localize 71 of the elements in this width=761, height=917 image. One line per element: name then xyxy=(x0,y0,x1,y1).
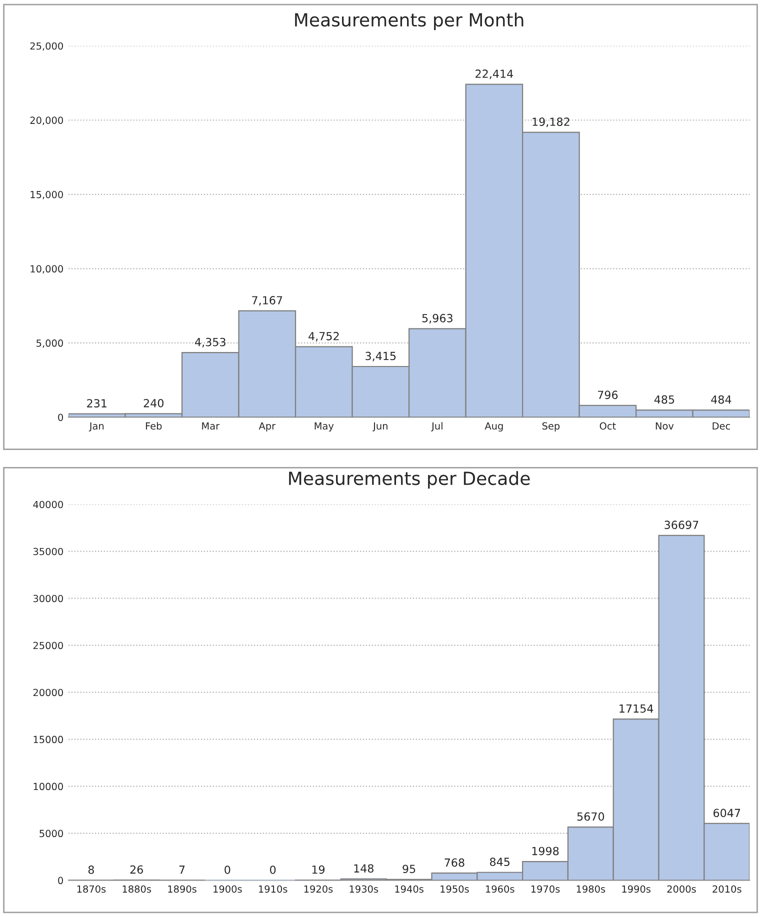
data-label: 0 xyxy=(270,866,276,874)
data-label: 5,963 xyxy=(422,314,452,324)
x-tick-label: 2000s xyxy=(667,885,696,893)
x-tick-label: Apr xyxy=(258,422,276,432)
x-tick-label: 1870s xyxy=(77,885,106,893)
data-label: 4,353 xyxy=(195,338,226,348)
data-label: 485 xyxy=(654,395,674,404)
x-tick-label: 1890s xyxy=(168,885,196,893)
y-tick-label: 0 xyxy=(58,414,63,422)
data-label: 1998 xyxy=(532,846,559,856)
x-tick-label: 1980s xyxy=(576,885,606,893)
data-label: 768 xyxy=(444,858,464,867)
data-label: 7,167 xyxy=(252,296,282,306)
y-tick-label: 25000 xyxy=(33,642,63,650)
y-tick-label: 20,000 xyxy=(30,116,63,125)
x-tick-label: Mar xyxy=(202,422,220,430)
x-tick-label: Jan xyxy=(88,422,104,432)
y-tick-label: 15000 xyxy=(34,736,63,744)
data-label: 0 xyxy=(224,866,230,874)
x-tick-label: Jul xyxy=(431,422,442,432)
x-tick-label: 1970s xyxy=(531,885,560,893)
x-tick-label: Sep xyxy=(542,422,560,432)
x-tick-label: 1990s xyxy=(622,885,650,893)
data-label: 36697 xyxy=(664,520,698,530)
x-tick-label: 1940s xyxy=(395,885,424,893)
x-tick-label: Feb xyxy=(146,422,162,430)
x-tick-label: Aug xyxy=(484,422,503,432)
data-label: 5670 xyxy=(577,812,604,821)
data-label: 22,414 xyxy=(476,70,513,80)
x-tick-label: Jun xyxy=(372,422,388,432)
x-tick-label: 1950s xyxy=(440,885,469,893)
y-tick-label: 10000 xyxy=(34,782,63,790)
data-label: 4,752 xyxy=(308,332,339,342)
data-label: 240 xyxy=(144,398,164,408)
data-label: 8 xyxy=(88,866,94,874)
y-tick-label: 20000 xyxy=(33,688,63,696)
data-label: 19 xyxy=(312,865,325,874)
data-label: 7 xyxy=(179,866,185,874)
x-tick-label: 2010s xyxy=(712,885,742,893)
chart-title: Measurements per Decade xyxy=(289,471,530,489)
data-label: 17154 xyxy=(620,704,654,713)
data-label: 19,182 xyxy=(532,118,570,128)
data-label: 231 xyxy=(87,399,106,408)
y-tick-label: 15,000 xyxy=(30,190,63,200)
data-label: 845 xyxy=(490,858,510,866)
data-label: 796 xyxy=(598,390,618,400)
y-tick-label: 30000 xyxy=(33,594,63,602)
x-tick-label: 1960s xyxy=(486,885,514,893)
x-tick-label: May xyxy=(314,422,334,432)
x-tick-label: 1880s xyxy=(122,885,152,893)
x-tick-label: 1910s xyxy=(258,885,288,893)
data-label: 148 xyxy=(354,864,374,873)
y-tick-label: 5,000 xyxy=(36,339,63,348)
data-label: 484 xyxy=(711,395,732,404)
y-tick-label: 10,000 xyxy=(30,265,63,274)
x-tick-label: Dec xyxy=(712,422,730,430)
x-tick-label: 1920s xyxy=(304,885,333,893)
data-label: 26 xyxy=(130,865,143,874)
y-tick-label: 25,000 xyxy=(30,42,63,51)
data-label: 3,415 xyxy=(366,352,396,362)
chart-title: Measurements per Month xyxy=(295,12,524,30)
y-tick-label: 0 xyxy=(58,876,63,884)
y-tick-label: 5000 xyxy=(40,830,63,838)
data-label: 6047 xyxy=(714,808,740,818)
y-tick-label: 35000 xyxy=(33,548,63,556)
x-tick-label: Oct xyxy=(600,422,616,430)
x-tick-label: 1930s xyxy=(350,885,378,893)
data-label: 95 xyxy=(402,864,416,874)
y-tick-label: 40000 xyxy=(33,500,63,508)
x-tick-label: 1900s xyxy=(214,885,242,893)
x-tick-label: Nov xyxy=(656,422,674,430)
